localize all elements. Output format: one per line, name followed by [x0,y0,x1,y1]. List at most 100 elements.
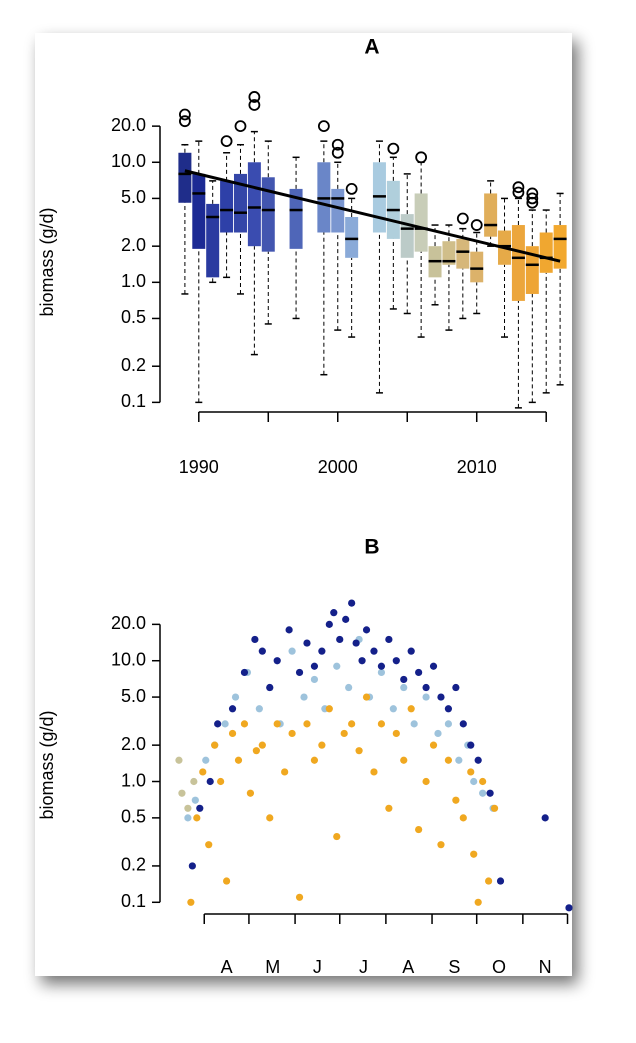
y-tick-label: 0.2 [121,355,146,375]
outlier [470,219,483,231]
y-axis-label: biomass (g/d) [37,207,57,316]
y-tick-label: 0.2 [121,855,146,875]
box [261,177,275,252]
point [251,635,259,644]
outlier [317,120,330,133]
point [348,720,356,728]
point [240,668,249,677]
point [362,693,371,701]
point [444,705,453,713]
point [202,756,210,764]
point [217,777,225,786]
panel-title: B [364,536,379,559]
outlier [178,115,191,128]
y-tick-label: 0.5 [121,807,146,827]
x-tick-label: J [359,957,368,977]
point [541,814,549,822]
outlier [526,192,539,205]
point [333,662,341,670]
box [233,173,247,233]
point [318,741,326,749]
outlier [331,138,344,151]
outlier [526,187,539,200]
point [370,768,378,776]
point [325,705,333,713]
point [206,777,214,786]
point [389,705,397,713]
box [456,238,470,269]
point [285,626,293,634]
box [553,225,567,269]
y-tick-label: 0.1 [121,391,146,411]
point [459,720,467,728]
x-tick-label: A [402,957,414,977]
point [415,825,423,834]
point [266,683,274,692]
point [228,705,237,713]
point [266,814,274,822]
box [511,225,525,301]
point [479,777,487,786]
y-tick-label: 5.0 [121,187,146,207]
x-tick-label: J [313,957,322,977]
point [422,777,430,786]
point [407,647,415,655]
panel-title: A [364,36,379,59]
point [196,804,204,812]
point [240,720,249,728]
point [228,729,237,738]
point [330,609,338,617]
point [479,789,487,797]
point [352,639,360,647]
point [310,662,319,670]
y-tick-label: 2.0 [121,734,146,754]
point [222,877,231,885]
x-tick-label: 2010 [457,457,497,477]
point [288,729,296,738]
point [470,850,478,858]
point [184,814,192,822]
point [246,789,255,797]
point [310,675,319,684]
point [377,720,386,728]
box [470,251,484,283]
point [310,756,319,764]
point [434,729,442,738]
box [206,203,220,278]
point [188,862,196,870]
point [490,804,499,812]
box [539,232,553,273]
point [318,647,326,655]
outlier [456,212,469,225]
outlier [331,146,344,159]
outlier [512,186,525,199]
point [362,626,371,634]
box [247,162,261,247]
point [437,841,445,849]
x-tick-label: A [221,957,233,977]
box [192,173,206,249]
outlier [234,120,247,133]
box [289,188,303,249]
y-tick-label: 20.0 [111,115,146,135]
y-tick-label: 5.0 [121,686,146,706]
outlier [415,151,428,164]
box [331,188,345,233]
y-tick-label: 2.0 [121,235,146,255]
point [295,893,304,901]
point [370,647,378,655]
point [392,657,400,665]
point [358,657,366,665]
box [442,241,456,265]
point [486,789,494,797]
box [484,193,498,237]
point [205,841,213,849]
outlier [220,135,233,148]
point [496,877,505,885]
point [288,647,296,655]
x-tick-label: 1990 [179,457,219,477]
point [191,796,199,804]
point [333,832,341,841]
point [255,705,263,713]
